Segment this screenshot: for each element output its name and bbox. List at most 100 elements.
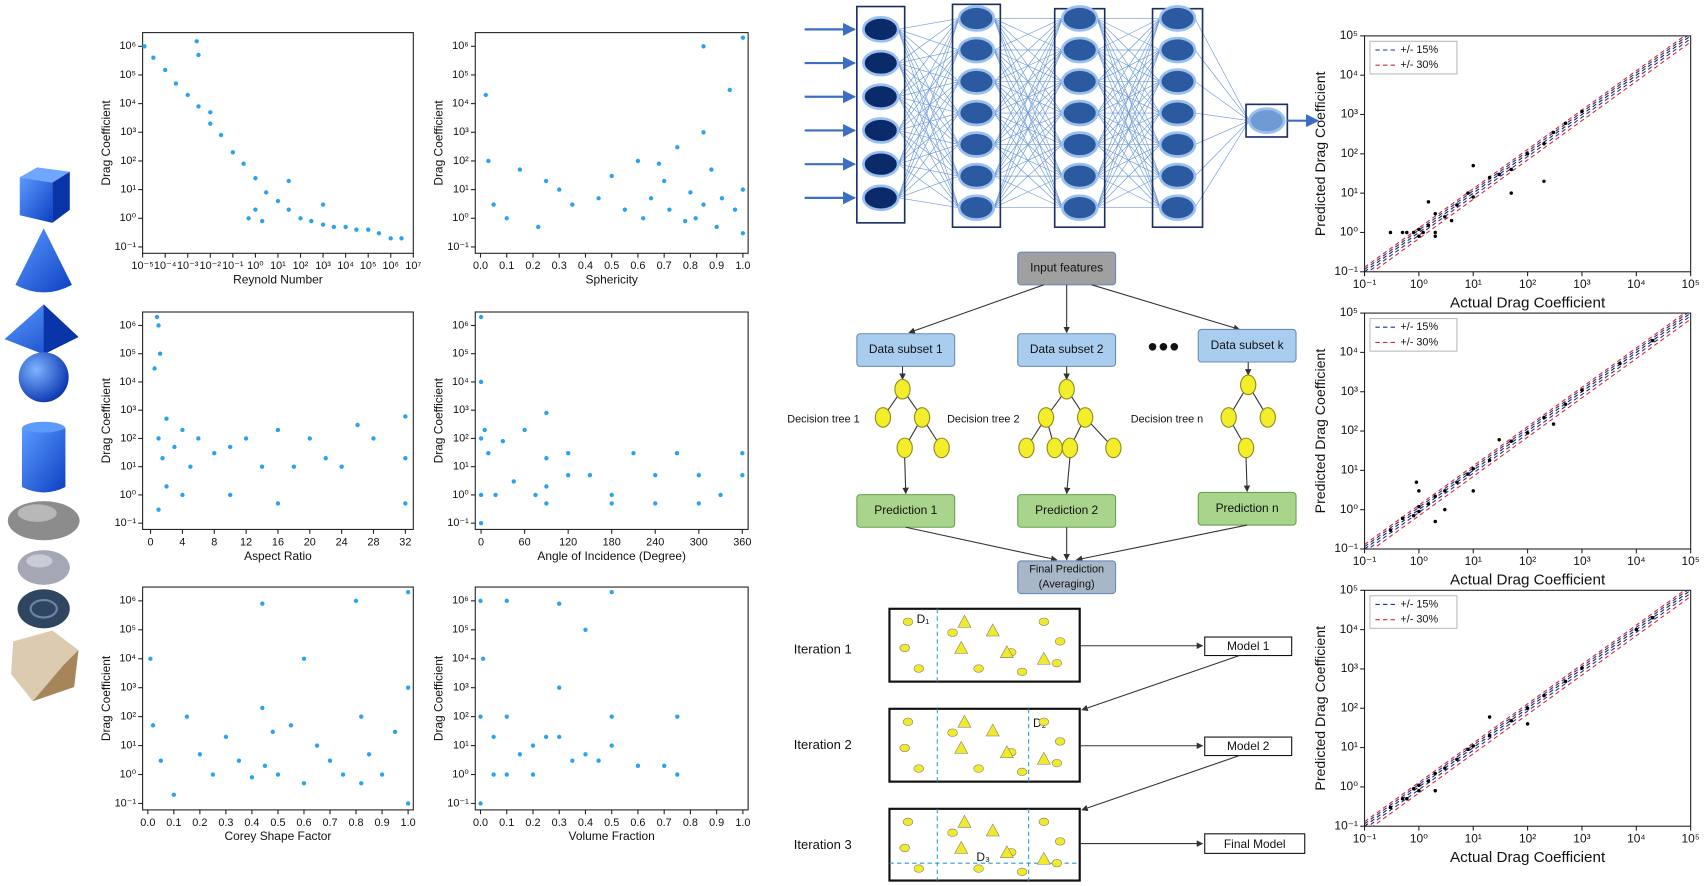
data-point	[403, 456, 408, 461]
reference-line	[1364, 590, 1689, 825]
sample-triangle	[1036, 751, 1051, 765]
data-point	[1551, 422, 1556, 426]
y-tick-label: 10²	[120, 711, 136, 723]
connection	[1096, 144, 1161, 208]
neural-network	[804, 3, 1320, 229]
chart: 0.0 0.1 0.2 0.3 0.4 0.5 0.6 0.7 0.8 0.9 1.0 10⁻¹ 10⁰…	[432, 32, 750, 287]
neuron	[1060, 5, 1099, 32]
data-point	[653, 501, 658, 506]
x-tick-label: 1.0	[735, 260, 750, 272]
data-point	[662, 178, 667, 184]
x-tick-label: 10⁵	[1682, 831, 1700, 845]
x-tick-label: 0.7	[322, 817, 337, 829]
y-tick-label: 10¹	[1341, 463, 1358, 477]
y-tick-label: 10⁴	[119, 97, 136, 109]
x-tick-label: 10⁻¹	[222, 260, 244, 272]
x-axis-label: Sphericity	[585, 273, 637, 287]
data-point	[1400, 230, 1405, 235]
reference-line	[1364, 35, 1689, 270]
data-point	[491, 734, 496, 740]
data-point	[1411, 230, 1416, 235]
data-point	[1433, 788, 1437, 793]
data-point	[1411, 514, 1416, 518]
data-point	[533, 492, 538, 498]
x-tick-label: 10⁰	[247, 260, 263, 272]
data-point	[340, 772, 346, 777]
data-point	[675, 772, 680, 777]
x-tick-label: 0.4	[578, 260, 593, 272]
x-tick-label: 10³	[315, 260, 331, 272]
chart: 10⁻¹ 10⁰ 10¹ 10² 10³ 10⁴ 10⁵ 10⁻¹ 10⁰ 10¹ 10² 10³ 10…	[1312, 28, 1700, 311]
data-point	[478, 801, 483, 806]
neuron	[1158, 99, 1197, 127]
connection	[898, 81, 960, 98]
sample-dot	[1051, 859, 1063, 868]
connection	[1096, 18, 1161, 208]
data-point	[286, 178, 291, 184]
connection	[993, 18, 1063, 114]
neuron	[1158, 68, 1197, 95]
y-tick-label: 10¹	[1341, 185, 1358, 199]
connection	[993, 18, 1063, 208]
data-point	[1497, 438, 1501, 442]
data-point	[1618, 361, 1622, 366]
data-point	[667, 207, 672, 212]
data-point	[355, 422, 360, 428]
iteration-label: Iteration 3	[794, 837, 852, 852]
chart: 10⁻¹ 10⁰ 10¹ 10² 10³ 10⁴ 10⁵ 10⁻¹ 10⁰ 10¹ 10² 10³ 10…	[1312, 582, 1700, 865]
y-tick-label: 10³	[453, 682, 469, 694]
data-point	[171, 792, 177, 797]
sample-dot	[913, 864, 924, 873]
neuron	[1158, 5, 1197, 32]
data-point	[1388, 528, 1393, 532]
data-point	[653, 473, 658, 478]
neuron	[1247, 107, 1286, 134]
data-point	[371, 436, 376, 441]
data-point	[504, 714, 509, 719]
data-point	[609, 492, 614, 498]
data-point	[493, 492, 498, 498]
prediction-label: Prediction n	[1216, 501, 1279, 515]
data-point	[1542, 415, 1546, 420]
x-tick-label: 10⁷	[405, 260, 421, 272]
data-point	[196, 436, 201, 441]
reference-line	[1364, 313, 1689, 548]
connection	[897, 96, 960, 177]
y-tick-label: 10¹	[120, 461, 136, 473]
data-point	[152, 366, 157, 371]
tree-label: Decision tree n	[1131, 414, 1203, 426]
data-point	[701, 202, 706, 207]
data-point	[565, 451, 571, 456]
plot-frame	[142, 32, 414, 254]
connection	[1194, 120, 1250, 208]
subset-tag: D₁	[917, 612, 930, 626]
data-point	[641, 216, 646, 221]
data-point	[180, 427, 185, 433]
plot-frame	[142, 311, 414, 530]
data-point	[1471, 163, 1475, 168]
data-point	[156, 323, 161, 328]
sample-dot	[1054, 737, 1066, 746]
x-tick-label: 0.1	[499, 817, 514, 829]
connection	[1194, 81, 1250, 121]
sample-triangle	[1036, 851, 1051, 865]
data-point	[151, 55, 156, 60]
y-tick-label: 10³	[1341, 384, 1358, 398]
data-point	[208, 121, 213, 126]
connection	[897, 29, 960, 208]
data-point	[1525, 431, 1530, 435]
data-point	[323, 456, 328, 461]
connection	[1194, 18, 1250, 121]
sample-triangle	[999, 845, 1014, 859]
connection	[897, 18, 960, 64]
data-point	[570, 758, 575, 763]
sample-dot	[913, 664, 924, 673]
tree-node	[1076, 407, 1094, 428]
y-tick-label: 10⁶	[452, 40, 469, 52]
sample-dot	[947, 728, 958, 737]
data-point	[1400, 516, 1405, 521]
y-tick-label: 10⁵	[119, 624, 136, 636]
data-point	[1433, 771, 1437, 776]
x-tick-label: 4	[179, 536, 185, 548]
data-point	[208, 110, 213, 115]
